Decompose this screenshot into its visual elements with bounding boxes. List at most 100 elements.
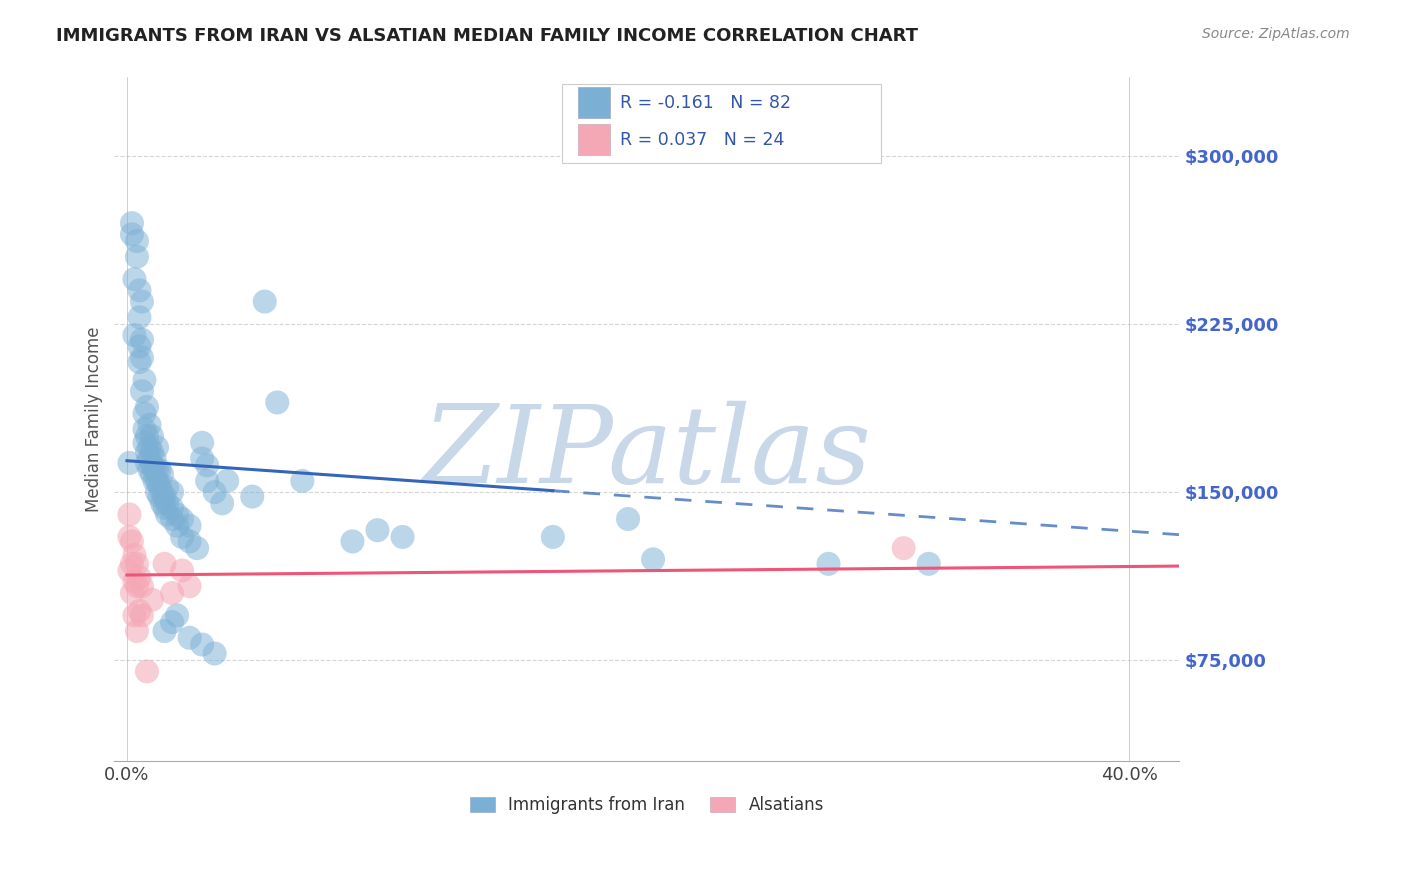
Immigrants from Iran (121, 216, 143, 230)
Alsatians (124, 574, 146, 589)
Alsatians (128, 604, 150, 618)
Immigrants from Iran (166, 608, 188, 623)
Immigrants from Iran (131, 333, 153, 347)
Immigrants from Iran (160, 500, 183, 515)
Immigrants from Iran (131, 294, 153, 309)
Immigrants from Iran (143, 463, 166, 477)
Immigrants from Iran (240, 490, 263, 504)
Immigrants from Iran (131, 384, 153, 399)
Bar (578, 124, 610, 155)
Immigrants from Iran (146, 463, 169, 477)
Immigrants from Iran (141, 467, 163, 482)
Alsatians (118, 508, 141, 522)
Immigrants from Iran (138, 417, 160, 432)
Text: R = 0.037   N = 24: R = 0.037 N = 24 (620, 130, 785, 149)
Immigrants from Iran (342, 534, 364, 549)
Alsatians (121, 586, 143, 600)
Immigrants from Iran (150, 496, 173, 510)
Immigrants from Iran (134, 373, 156, 387)
Immigrants from Iran (136, 400, 159, 414)
Immigrants from Iran (191, 435, 214, 450)
Alsatians (125, 624, 148, 638)
Immigrants from Iran (366, 523, 388, 537)
Immigrants from Iran (253, 294, 276, 309)
Immigrants from Iran (148, 490, 170, 504)
Immigrants from Iran (160, 512, 183, 526)
Immigrants from Iran (156, 508, 179, 522)
Immigrants from Iran (918, 557, 941, 571)
Immigrants from Iran (166, 508, 188, 522)
Immigrants from Iran (136, 456, 159, 470)
Immigrants from Iran (204, 485, 226, 500)
Immigrants from Iran (128, 339, 150, 353)
Immigrants from Iran (266, 395, 288, 409)
Immigrants from Iran (153, 500, 176, 515)
Alsatians (121, 557, 143, 571)
Alsatians (893, 541, 915, 556)
Immigrants from Iran (217, 474, 239, 488)
Bar (578, 87, 610, 118)
Text: Source: ZipAtlas.com: Source: ZipAtlas.com (1202, 27, 1350, 41)
Immigrants from Iran (643, 552, 665, 566)
Immigrants from Iran (121, 227, 143, 242)
Alsatians (141, 592, 163, 607)
Immigrants from Iran (128, 355, 150, 369)
Alsatians (170, 564, 193, 578)
Alsatians (136, 665, 159, 679)
Immigrants from Iran (179, 518, 201, 533)
Immigrants from Iran (141, 429, 163, 443)
Immigrants from Iran (191, 638, 214, 652)
Text: IMMIGRANTS FROM IRAN VS ALSATIAN MEDIAN FAMILY INCOME CORRELATION CHART: IMMIGRANTS FROM IRAN VS ALSATIAN MEDIAN … (56, 27, 918, 45)
Immigrants from Iran (195, 458, 218, 473)
Immigrants from Iran (170, 530, 193, 544)
Alsatians (118, 564, 141, 578)
Immigrants from Iran (138, 440, 160, 454)
Immigrants from Iran (160, 615, 183, 629)
Immigrants from Iran (817, 557, 839, 571)
Text: R = -0.161   N = 82: R = -0.161 N = 82 (620, 94, 792, 112)
Immigrants from Iran (204, 647, 226, 661)
Immigrants from Iran (148, 478, 170, 492)
Immigrants from Iran (179, 631, 201, 645)
Immigrants from Iran (617, 512, 640, 526)
Immigrants from Iran (128, 310, 150, 325)
Immigrants from Iran (134, 435, 156, 450)
Immigrants from Iran (138, 451, 160, 466)
Immigrants from Iran (291, 474, 314, 488)
Immigrants from Iran (195, 474, 218, 488)
Alsatians (124, 608, 146, 623)
Immigrants from Iran (134, 422, 156, 436)
Immigrants from Iran (141, 458, 163, 473)
Immigrants from Iran (138, 463, 160, 477)
Alsatians (153, 557, 176, 571)
Legend: Immigrants from Iran, Alsatians: Immigrants from Iran, Alsatians (470, 797, 824, 814)
Immigrants from Iran (131, 351, 153, 365)
Immigrants from Iran (541, 530, 564, 544)
Immigrants from Iran (146, 485, 169, 500)
Alsatians (125, 557, 148, 571)
Immigrants from Iran (170, 512, 193, 526)
Immigrants from Iran (211, 496, 233, 510)
Immigrants from Iran (124, 272, 146, 286)
Immigrants from Iran (143, 451, 166, 466)
Immigrants from Iran (128, 284, 150, 298)
Immigrants from Iran (148, 463, 170, 477)
Alsatians (131, 608, 153, 623)
Immigrants from Iran (118, 456, 141, 470)
Immigrants from Iran (124, 328, 146, 343)
Immigrants from Iran (134, 407, 156, 421)
Immigrants from Iran (156, 496, 179, 510)
Immigrants from Iran (150, 485, 173, 500)
Immigrants from Iran (146, 474, 169, 488)
Immigrants from Iran (153, 624, 176, 638)
Immigrants from Iran (186, 541, 208, 556)
Y-axis label: Median Family Income: Median Family Income (86, 326, 103, 512)
Text: ZIPatlas: ZIPatlas (422, 401, 872, 506)
Immigrants from Iran (136, 444, 159, 458)
Immigrants from Iran (146, 440, 169, 454)
Immigrants from Iran (160, 485, 183, 500)
Immigrants from Iran (179, 534, 201, 549)
Immigrants from Iran (141, 444, 163, 458)
Immigrants from Iran (166, 518, 188, 533)
Immigrants from Iran (391, 530, 413, 544)
